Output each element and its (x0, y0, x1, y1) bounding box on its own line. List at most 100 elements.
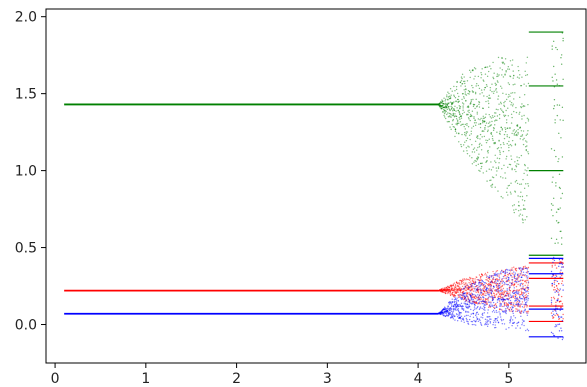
data-point (516, 156, 518, 158)
data-point (498, 139, 500, 142)
data-point (510, 155, 512, 157)
data-point (495, 89, 497, 91)
data-point (513, 315, 515, 317)
data-point (492, 321, 495, 324)
data-point (560, 306, 562, 308)
data-point (461, 83, 464, 85)
data-point (555, 267, 558, 269)
data-point (470, 101, 472, 104)
data-point (510, 92, 512, 94)
data-point (489, 322, 492, 324)
data-point (473, 67, 476, 69)
data-point (507, 269, 509, 271)
y-tick-label: 0.5 (15, 241, 37, 257)
data-point (471, 157, 473, 159)
data-point (455, 88, 458, 91)
data-point (467, 278, 470, 281)
data-point (520, 84, 523, 87)
data-point (511, 283, 514, 286)
data-point (469, 283, 471, 285)
data-point (453, 293, 456, 296)
data-point (490, 169, 493, 171)
data-point (555, 185, 557, 187)
data-point (492, 287, 494, 290)
data-point (487, 129, 489, 131)
data-point (494, 142, 496, 145)
data-point (521, 291, 523, 294)
data-point (473, 282, 475, 284)
data-point (456, 81, 458, 84)
data-point (525, 74, 527, 77)
data-point (484, 306, 486, 309)
data-point (488, 122, 490, 125)
data-point (477, 287, 479, 289)
data-point (459, 279, 462, 282)
data-point (517, 291, 520, 293)
data-point (514, 191, 517, 193)
data-point (467, 145, 469, 147)
data-point (507, 274, 510, 276)
data-point (555, 274, 557, 276)
data-point (524, 219, 526, 221)
data-point (505, 277, 507, 279)
data-point (552, 80, 554, 82)
data-point (495, 280, 497, 282)
data-point (481, 302, 483, 305)
data-point (489, 274, 491, 277)
data-point (465, 302, 467, 305)
data-point (497, 298, 499, 301)
data-point (526, 306, 528, 308)
data-point (483, 95, 485, 97)
data-point (504, 131, 507, 133)
data-point (527, 281, 530, 283)
data-point (512, 310, 514, 312)
data-point (521, 214, 524, 216)
data-point (492, 139, 494, 142)
data-point (519, 296, 521, 298)
data-point (514, 279, 517, 282)
data-point (495, 289, 498, 291)
data-point (561, 320, 564, 322)
data-point (451, 285, 453, 287)
data-point (462, 96, 465, 98)
data-point (448, 92, 450, 95)
data-point (478, 169, 480, 172)
data-point (448, 120, 450, 123)
data-point (507, 65, 510, 68)
data-point (509, 290, 512, 292)
data-point (462, 150, 465, 152)
data-point (459, 296, 462, 298)
data-point (559, 309, 561, 311)
data-point (474, 107, 476, 110)
data-point (503, 102, 505, 104)
data-point (488, 97, 490, 99)
data-point (466, 113, 468, 115)
data-point (476, 311, 478, 313)
data-point (526, 74, 529, 76)
data-point (477, 279, 480, 281)
data-point (499, 67, 501, 69)
data-point (494, 273, 496, 275)
data-point (517, 128, 519, 131)
data-point (473, 161, 475, 163)
data-point (473, 303, 476, 305)
data-point (480, 149, 483, 151)
data-point (522, 292, 525, 294)
data-point (520, 303, 522, 305)
data-point (447, 285, 449, 288)
data-point (460, 124, 462, 127)
data-point (556, 308, 559, 310)
data-point (552, 310, 554, 312)
data-point (441, 102, 443, 104)
data-point (527, 271, 530, 273)
data-point (486, 95, 488, 98)
data-point (525, 271, 527, 274)
data-point (479, 142, 481, 145)
data-point (455, 118, 458, 120)
data-point (504, 304, 506, 306)
plot-frame (45, 8, 587, 364)
data-point (551, 266, 553, 268)
data-point (506, 187, 508, 189)
data-point (468, 282, 470, 284)
data-point (455, 110, 457, 112)
